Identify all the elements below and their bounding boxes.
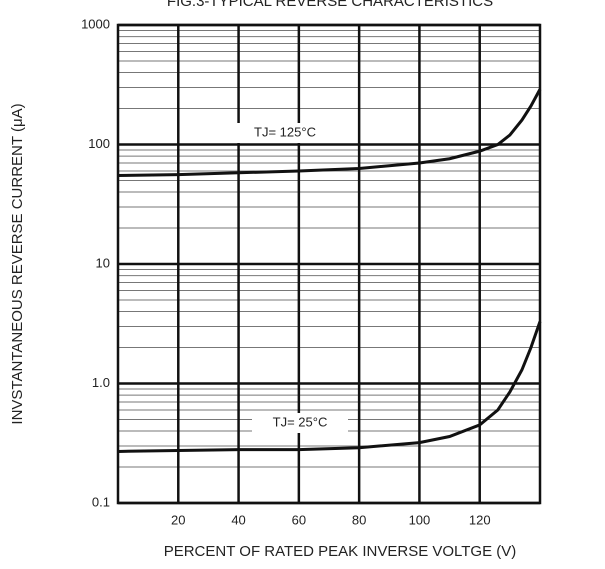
y-tick-label: 10 [96,255,110,270]
y-tick-label: 1.0 [92,375,110,390]
curve [117,88,542,178]
x-tick-label: 20 [171,512,185,527]
x-tick-label: 80 [352,512,366,527]
curve-label: TJ= 25°C [273,414,328,429]
x-tick-label: 120 [469,512,491,527]
x-tick-label: 40 [231,512,245,527]
y-tick-label: 100 [88,136,110,151]
y-tick-label: 1000 [81,16,110,31]
curve-label: TJ= 125°C [254,124,316,139]
curve [117,321,542,453]
y-axis-title: INVSTANTANEOUS REVERSE CURRENT (μA) [9,103,26,424]
x-tick-label: 100 [409,512,431,527]
chart-title: FIG.3-TYPICAL REVERSE CHARACTERISTICS [167,0,493,10]
x-axis-title: PERCENT OF RATED PEAK INVERSE VOLTGE (V) [164,543,517,560]
label-background [252,413,348,433]
label-background [237,123,333,143]
plot-frame [116,23,542,505]
y-tick-label: 0.1 [92,494,110,509]
x-tick-label: 60 [292,512,306,527]
